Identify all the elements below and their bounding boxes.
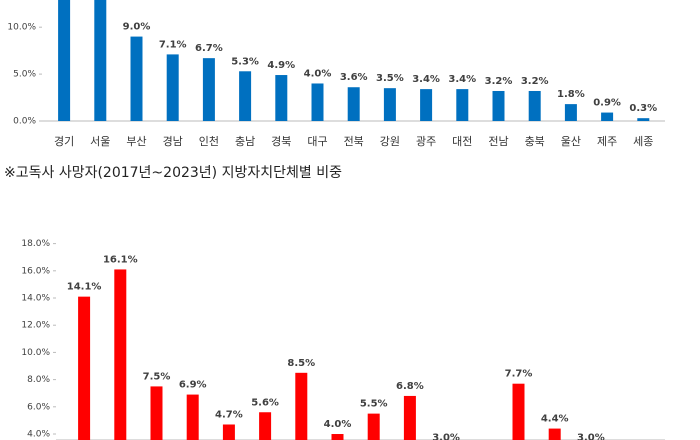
value-label: 8.5%	[287, 358, 315, 369]
y-tick-label: 14.0%	[21, 294, 50, 304]
bar	[114, 269, 127, 440]
bar	[456, 89, 469, 121]
x-tick-label: 전북	[344, 135, 364, 148]
x-tick-label: 제주	[597, 135, 617, 148]
value-label: 7.5%	[143, 371, 171, 382]
y-tick-label: 16.0%	[21, 266, 50, 276]
bar	[150, 386, 163, 440]
value-label: 3.6%	[340, 72, 368, 83]
y-tick-label: 6.0%	[27, 402, 50, 412]
bar	[186, 394, 199, 440]
x-tick-label: 전남	[488, 135, 508, 148]
bar	[222, 424, 235, 440]
value-label: 6.7%	[195, 43, 223, 54]
value-label: 4.9%	[267, 60, 295, 71]
bar	[311, 83, 324, 121]
bar	[78, 296, 91, 440]
x-tick-label: 광주	[416, 135, 436, 148]
bar	[512, 383, 525, 440]
y-tick-label: 4.0%	[27, 430, 50, 440]
y-tick-label: 12.0%	[21, 321, 50, 331]
bar	[637, 118, 650, 121]
value-label: 6.9%	[179, 380, 207, 391]
value-label: 14.1%	[67, 282, 102, 293]
value-label: 3.4%	[412, 74, 440, 85]
x-tick-label: 충북	[525, 135, 545, 148]
y-tick-label: 0.0%	[13, 117, 36, 127]
x-tick-label: 울산	[561, 135, 581, 148]
value-label: 3.0%	[432, 433, 460, 440]
value-label: 1.8%	[557, 89, 585, 100]
bar	[331, 434, 344, 440]
bar	[58, 0, 71, 121]
value-label: 16.1%	[103, 254, 138, 265]
value-label: 5.3%	[231, 56, 259, 67]
value-label: 5.6%	[251, 397, 279, 408]
value-label: 0.3%	[629, 103, 657, 114]
value-label: 3.5%	[376, 73, 404, 84]
caption: ※고독사 사망자(2017년~2023년) 지방자치단체별 비중	[4, 165, 342, 181]
x-tick-label: 세종	[633, 135, 653, 148]
x-tick-label: 부산	[126, 135, 146, 148]
x-tick-label: 서울	[90, 135, 110, 148]
bar	[492, 90, 505, 121]
bar	[259, 412, 272, 440]
x-tick-label: 인천	[199, 134, 219, 148]
value-label: 9.0%	[123, 22, 151, 33]
bar	[367, 413, 380, 440]
bar	[275, 75, 288, 121]
value-label: 7.7%	[505, 369, 533, 380]
bar	[564, 104, 577, 121]
x-tick-label: 경북	[271, 135, 291, 148]
value-label: 3.0%	[577, 433, 605, 440]
bar	[347, 87, 360, 121]
bar	[202, 58, 215, 121]
bar	[94, 0, 107, 122]
bar	[403, 395, 416, 440]
bar	[548, 428, 561, 440]
bar	[528, 90, 541, 121]
value-label: 0.9%	[593, 98, 621, 109]
value-label: 5.5%	[360, 399, 388, 410]
bar	[295, 372, 308, 440]
y-tick-label: 18.0%	[21, 239, 50, 249]
x-tick-label: 대구	[307, 135, 327, 148]
bar	[130, 36, 143, 122]
bar	[383, 88, 396, 121]
x-tick-label: 경남	[163, 135, 183, 148]
value-label: 6.8%	[396, 381, 424, 392]
x-tick-label: 강원	[380, 135, 400, 148]
bar	[601, 112, 614, 121]
x-tick-label: 경기	[54, 135, 74, 148]
bar	[420, 89, 433, 121]
value-label: 3.4%	[448, 74, 476, 85]
y-tick-label: 10.0%	[7, 23, 36, 33]
x-tick-label: 대전	[452, 135, 472, 148]
value-label: 4.7%	[215, 409, 243, 420]
value-label: 4.4%	[541, 414, 569, 425]
y-tick-label: 8.0%	[27, 375, 50, 385]
value-label: 3.2%	[521, 76, 549, 87]
x-tick-label: 충남	[235, 135, 255, 148]
value-label: 3.2%	[485, 76, 513, 87]
value-label: 4.0%	[324, 419, 352, 430]
bar	[239, 71, 252, 121]
y-tick-label: 5.0%	[13, 70, 36, 80]
value-label: 7.1%	[159, 39, 187, 50]
bar	[166, 54, 179, 121]
value-label: 4.0%	[304, 68, 332, 79]
y-tick-label: 10.0%	[21, 348, 50, 358]
